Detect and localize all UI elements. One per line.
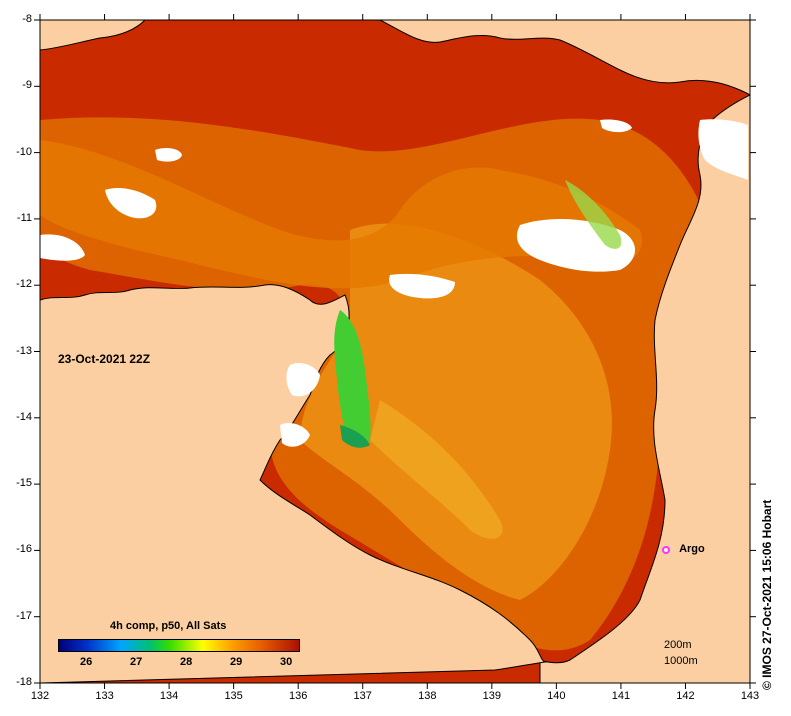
lat-tick-label: -13 <box>16 344 32 357</box>
lat-tick-label: -9 <box>22 79 32 92</box>
cape-york-land <box>539 94 750 683</box>
colorbar-tick-label: 28 <box>180 656 193 668</box>
cloud-patch-7 <box>40 234 85 261</box>
sea-yellow-band <box>370 400 503 539</box>
cloud-patch-2 <box>280 423 310 447</box>
cloud-patch-9 <box>600 119 632 133</box>
lat-tick-label: -15 <box>16 477 32 490</box>
colorbar-tick-label: 29 <box>230 656 243 668</box>
lat-tick-label: -18 <box>16 676 32 688</box>
argo-label: Argo <box>679 543 705 556</box>
contour-200m-label: 200m <box>664 639 692 651</box>
lat-tick-label: -14 <box>16 410 32 423</box>
credit-text: © IMOS 27-Oct-2021 15:06 Hobart <box>760 499 774 690</box>
lon-tick-label: 139 <box>482 690 501 702</box>
colorbar <box>58 639 300 652</box>
north-land-left <box>40 20 146 51</box>
sea-north-light <box>40 140 642 289</box>
cloud-patch-5 <box>105 188 157 219</box>
lat-tick-label: -8 <box>22 13 32 25</box>
cool-water-patch <box>334 310 371 444</box>
lon-tick-label: 138 <box>418 690 437 702</box>
lon-tick-label: 141 <box>611 690 631 702</box>
lon-tick-label: 135 <box>224 690 243 702</box>
lon-tick-label: 133 <box>95 690 114 702</box>
colorbar-tick-label: 30 <box>280 656 293 668</box>
cloud-patch-4 <box>389 273 455 299</box>
cloud-patch-1 <box>286 363 320 397</box>
colorbar-tick-label: 27 <box>130 656 143 668</box>
timestamp-label: 23-Oct-2021 22Z <box>58 352 151 366</box>
sea-orange-region <box>300 223 612 600</box>
map-area <box>40 20 750 683</box>
cool-water-patch-2 <box>340 425 370 448</box>
cool-water-patch-3 <box>565 180 622 249</box>
lat-tick-label: -17 <box>16 609 32 622</box>
contour-1000m-label: 1000m <box>664 655 698 667</box>
lat-tick-label: -11 <box>16 211 32 224</box>
lat-tick-label: -10 <box>16 145 32 158</box>
lon-tick-label: 137 <box>353 690 372 702</box>
colorbar-tick-label: 26 <box>80 656 93 668</box>
lat-tick-label: -16 <box>16 543 32 556</box>
colorbar-title: 4h comp, p50, All Sats <box>110 620 227 632</box>
argo-float-icon[interactable] <box>662 546 671 555</box>
arnhem-land <box>40 284 547 683</box>
lon-tick-label: 142 <box>676 690 695 702</box>
cloud-patch-6 <box>155 147 182 162</box>
lat-tick-label: -12 <box>16 278 32 291</box>
lon-tick-label: 136 <box>288 690 308 702</box>
lon-tick-label: 132 <box>30 690 50 702</box>
north-land-right <box>379 20 750 96</box>
lon-tick-label: 140 <box>547 690 566 702</box>
cloud-patch-8 <box>698 119 748 180</box>
axis-ticks <box>34 14 756 689</box>
lon-tick-label: 134 <box>159 690 179 702</box>
lon-tick-label: 143 <box>740 690 760 702</box>
